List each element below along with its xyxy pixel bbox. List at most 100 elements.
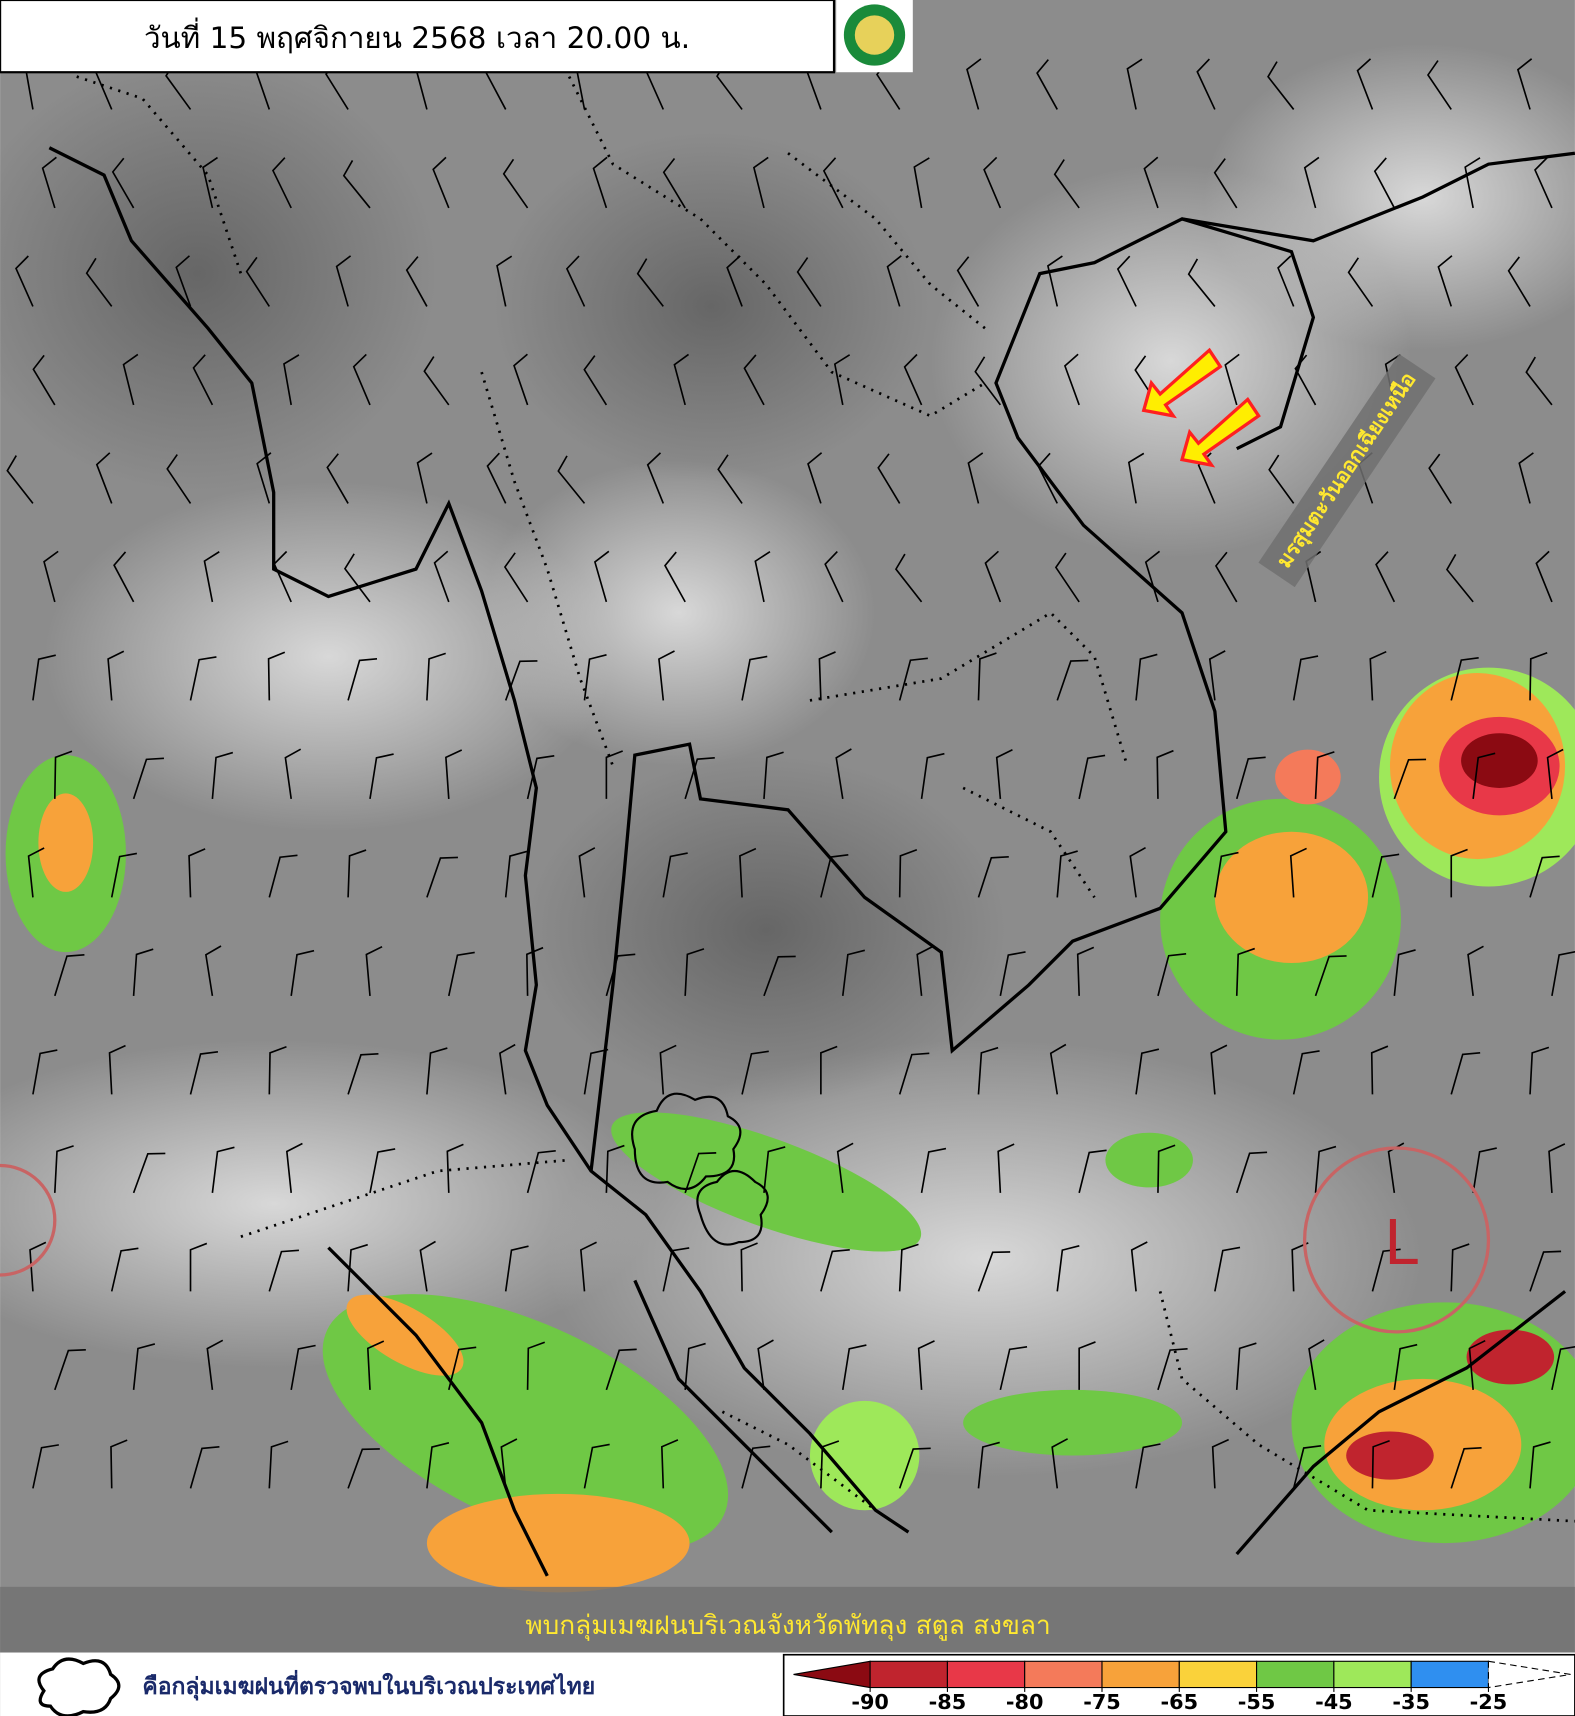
cloud-field [0, 43, 1575, 1478]
wind-barb [268, 1045, 287, 1095]
wind-barb [583, 654, 607, 701]
wind-barb [445, 749, 463, 799]
wind-barb [122, 353, 139, 406]
wind-barb [1387, 1142, 1405, 1193]
wind-barb [741, 1050, 769, 1095]
wind-barb [1156, 749, 1174, 799]
wind-barb [820, 1248, 850, 1292]
wind-barb [1454, 354, 1474, 406]
wind-barb [1371, 853, 1400, 898]
wind-barb [664, 551, 686, 603]
wind-barb [32, 1049, 58, 1095]
wind-barb [1356, 58, 1374, 110]
wind-barb [1535, 550, 1553, 603]
wind-barb [1551, 950, 1575, 997]
wind-barb [1303, 156, 1320, 209]
wind-barb [920, 752, 945, 800]
wind-barb [898, 657, 928, 701]
wind-barb [822, 157, 844, 209]
wind-barb [1292, 1444, 1322, 1489]
colorbar-segment [1256, 1660, 1335, 1689]
wind-barb [1468, 1339, 1486, 1390]
colorbar-tick-label: -85 [929, 1690, 967, 1714]
wind-barb [920, 1147, 947, 1194]
wind-barb [500, 1438, 518, 1489]
wind-barb [290, 949, 315, 997]
title-box [0, 0, 836, 74]
wind-barb [659, 1044, 677, 1095]
wind-barb [369, 1148, 396, 1194]
wind-barb [605, 750, 623, 799]
wind-barb [1529, 651, 1548, 701]
wind-barb [1371, 1248, 1401, 1292]
wind-barb [365, 945, 383, 996]
wind-barb [1135, 1443, 1161, 1489]
colorbar-segment [1178, 1660, 1258, 1689]
wind-barb [1214, 1246, 1241, 1292]
wind-barb [188, 848, 206, 898]
wind-barb [1235, 1151, 1268, 1194]
wind-barb [1548, 1143, 1566, 1193]
wind-barb [1213, 158, 1238, 209]
wind-barb [741, 655, 768, 701]
wind-barb [726, 255, 743, 307]
wind-barb [1056, 659, 1089, 701]
wind-barb [43, 550, 59, 603]
wind-barb [673, 353, 690, 406]
wind-barb [29, 1241, 47, 1292]
wind-barb [999, 1346, 1028, 1391]
wind-barb [977, 856, 1009, 898]
wind-barb [1472, 752, 1496, 800]
wind-barb [1063, 353, 1080, 406]
wind-barb [189, 1051, 219, 1095]
wind-barb [426, 1047, 448, 1095]
wind-barb [1037, 452, 1058, 504]
wind-barb [1314, 955, 1347, 997]
wind-barb [752, 156, 769, 209]
wind-barb [1546, 748, 1564, 799]
wind-barb [416, 452, 433, 504]
wind-barb [836, 1142, 854, 1193]
wind-barb [662, 157, 686, 209]
wind-barb [347, 1243, 368, 1292]
wind-barb [997, 1143, 1015, 1193]
wind-barb [268, 854, 298, 898]
colorbar-tick-label: -25 [1470, 1690, 1508, 1714]
wind-barb [211, 751, 234, 799]
wind-barb [807, 452, 823, 504]
wind-barb [423, 356, 450, 406]
cloud-symbol [37, 1657, 121, 1716]
wind-barb [496, 255, 513, 307]
low-pressure-label: L [1384, 1208, 1418, 1279]
wind-barb [974, 356, 1002, 406]
wind-barb [419, 1240, 436, 1292]
wind-barb [1289, 847, 1307, 898]
wind-barb [605, 953, 636, 997]
wind-barb [499, 1043, 516, 1095]
wind-barb [1157, 953, 1187, 997]
wind-barb [1534, 156, 1553, 209]
colorbar-tick-label: -45 [1315, 1690, 1353, 1714]
wind-barb [1135, 653, 1158, 701]
wind-barb [1144, 550, 1161, 603]
wind-barb [285, 1142, 303, 1193]
wind-barb [684, 757, 715, 800]
wind-barb [110, 1247, 139, 1292]
wind-barb [1078, 754, 1106, 800]
caption-band [0, 1586, 1575, 1653]
wind-barb [447, 951, 475, 997]
wind-barb [1127, 452, 1145, 504]
wind-barb [1056, 1245, 1080, 1292]
wind-barb [41, 156, 57, 209]
wind-barb [268, 1440, 289, 1489]
wind-barb [835, 748, 852, 800]
wind-barb [1214, 851, 1239, 898]
wind-barb [1464, 157, 1481, 209]
wind-barb [824, 551, 844, 603]
wind-barb [366, 1340, 385, 1390]
wind-barb [342, 160, 371, 209]
wind-barb [684, 1152, 717, 1194]
wind-barb [504, 660, 538, 701]
wind-barb [1046, 255, 1063, 307]
wind-barb [503, 552, 529, 603]
